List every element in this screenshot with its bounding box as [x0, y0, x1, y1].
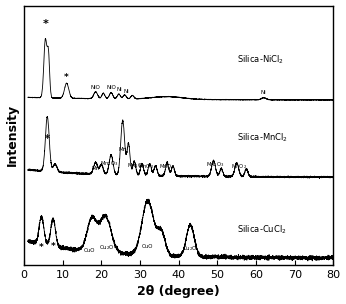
Text: NiO: NiO [91, 85, 101, 90]
Text: CuO: CuO [142, 244, 154, 249]
Text: *: * [64, 73, 69, 82]
Text: CuO: CuO [84, 248, 95, 253]
Text: *: * [39, 243, 44, 252]
Text: Silica-NiCl$_2$: Silica-NiCl$_2$ [237, 53, 284, 66]
Text: Mn$_2$O$_3$: Mn$_2$O$_3$ [127, 161, 146, 170]
Text: MnO$_2$: MnO$_2$ [159, 162, 175, 171]
Text: *: * [45, 134, 50, 144]
Text: Mn$_2$O$_3$: Mn$_2$O$_3$ [100, 159, 119, 168]
Text: Cu$_2$O: Cu$_2$O [99, 243, 115, 252]
Text: Silica-MnCl$_2$: Silica-MnCl$_2$ [237, 131, 288, 144]
Text: Ni: Ni [261, 90, 267, 95]
Text: Mn: Mn [119, 147, 127, 152]
Text: Mn$_2$O$_3$: Mn$_2$O$_3$ [206, 161, 225, 169]
Text: Mn: Mn [92, 166, 100, 171]
Text: Cu$_2$O: Cu$_2$O [182, 244, 198, 253]
Y-axis label: Intensity: Intensity [6, 104, 19, 166]
Text: Silica-CuCl$_2$: Silica-CuCl$_2$ [237, 224, 286, 236]
Text: MnO$_2$: MnO$_2$ [231, 162, 247, 171]
Text: Ni: Ni [124, 89, 129, 94]
Text: *: * [51, 242, 55, 251]
Text: NiO: NiO [106, 85, 116, 90]
Text: *: * [43, 19, 48, 29]
Text: MnO$_2$: MnO$_2$ [138, 162, 154, 171]
X-axis label: 2θ (degree): 2θ (degree) [137, 285, 220, 299]
Text: Ni: Ni [116, 87, 122, 92]
